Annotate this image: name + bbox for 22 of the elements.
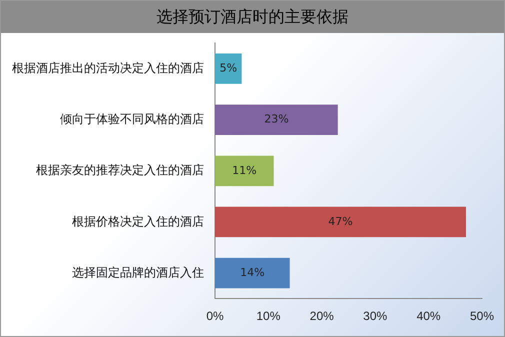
- x-tick-label: 10%: [256, 309, 281, 324]
- x-tick-label: 30%: [363, 309, 388, 324]
- bar: [215, 54, 242, 84]
- chart-title: 选择预订酒店时的主要依据: [1, 1, 504, 33]
- data-label: 14%: [240, 266, 265, 279]
- x-tick-label: 40%: [416, 309, 441, 324]
- bar: [215, 156, 274, 186]
- data-label: 5%: [220, 62, 238, 75]
- bar: [215, 104, 338, 136]
- data-label: 23%: [264, 112, 289, 126]
- data-label: 47%: [328, 214, 353, 228]
- y-tick-label: 根据价格决定入住的酒店: [72, 214, 204, 228]
- y-tick-label: 倾向于体验不同风格的酒店: [60, 112, 204, 126]
- x-tick-label: 50%: [470, 309, 494, 324]
- y-tick-label: 选择固定品牌的酒店入住: [72, 265, 204, 280]
- data-label: 11%: [232, 164, 257, 177]
- x-tick-label: 20%: [310, 309, 334, 324]
- y-tick-label: 根据亲友的推荐决定入住的酒店: [36, 163, 204, 178]
- bar: [215, 206, 466, 238]
- y-tick-label: 根据酒店推出的活动决定入住的酒店: [12, 61, 204, 76]
- bar: [215, 258, 290, 288]
- x-tick-label: 0%: [206, 309, 224, 324]
